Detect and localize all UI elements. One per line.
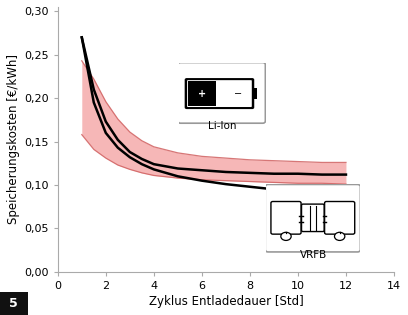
FancyBboxPatch shape: [265, 185, 360, 252]
Text: 5: 5: [9, 297, 18, 310]
Circle shape: [335, 232, 345, 240]
FancyBboxPatch shape: [178, 63, 265, 123]
Bar: [252, 88, 257, 99]
Text: VRFB: VRFB: [299, 249, 327, 260]
Text: Li-Ion: Li-Ion: [208, 121, 237, 131]
FancyBboxPatch shape: [325, 202, 355, 234]
Text: +: +: [198, 89, 206, 99]
Circle shape: [281, 232, 291, 240]
X-axis label: Zyklus Entladedauer [Std]: Zyklus Entladedauer [Std]: [149, 295, 303, 308]
Bar: [188, 81, 216, 106]
Text: −: −: [234, 89, 242, 99]
FancyBboxPatch shape: [302, 204, 324, 232]
Y-axis label: Speicherungskosten [€/kWh]: Speicherungskosten [€/kWh]: [7, 54, 20, 224]
FancyBboxPatch shape: [187, 80, 252, 107]
FancyBboxPatch shape: [185, 79, 253, 108]
FancyBboxPatch shape: [271, 202, 301, 234]
